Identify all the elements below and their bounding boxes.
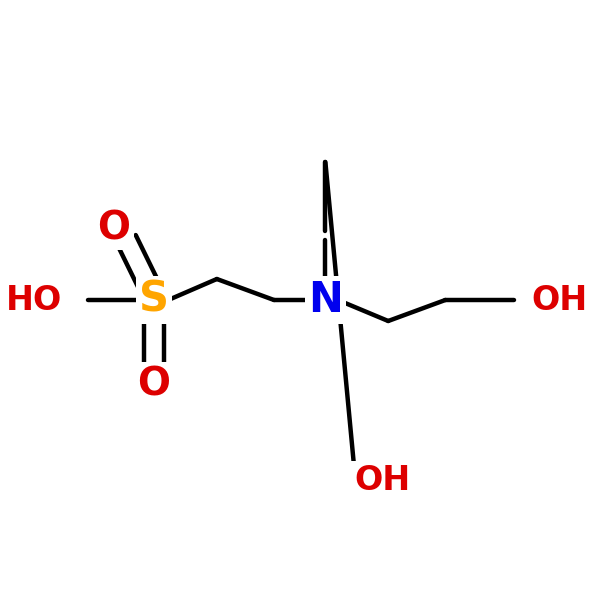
Text: O: O [98,209,131,247]
Text: S: S [139,279,169,321]
Text: OH: OH [531,283,587,317]
Text: OH: OH [354,463,410,497]
Text: N: N [308,279,343,321]
Text: O: O [137,365,170,403]
Text: HO: HO [7,283,62,317]
